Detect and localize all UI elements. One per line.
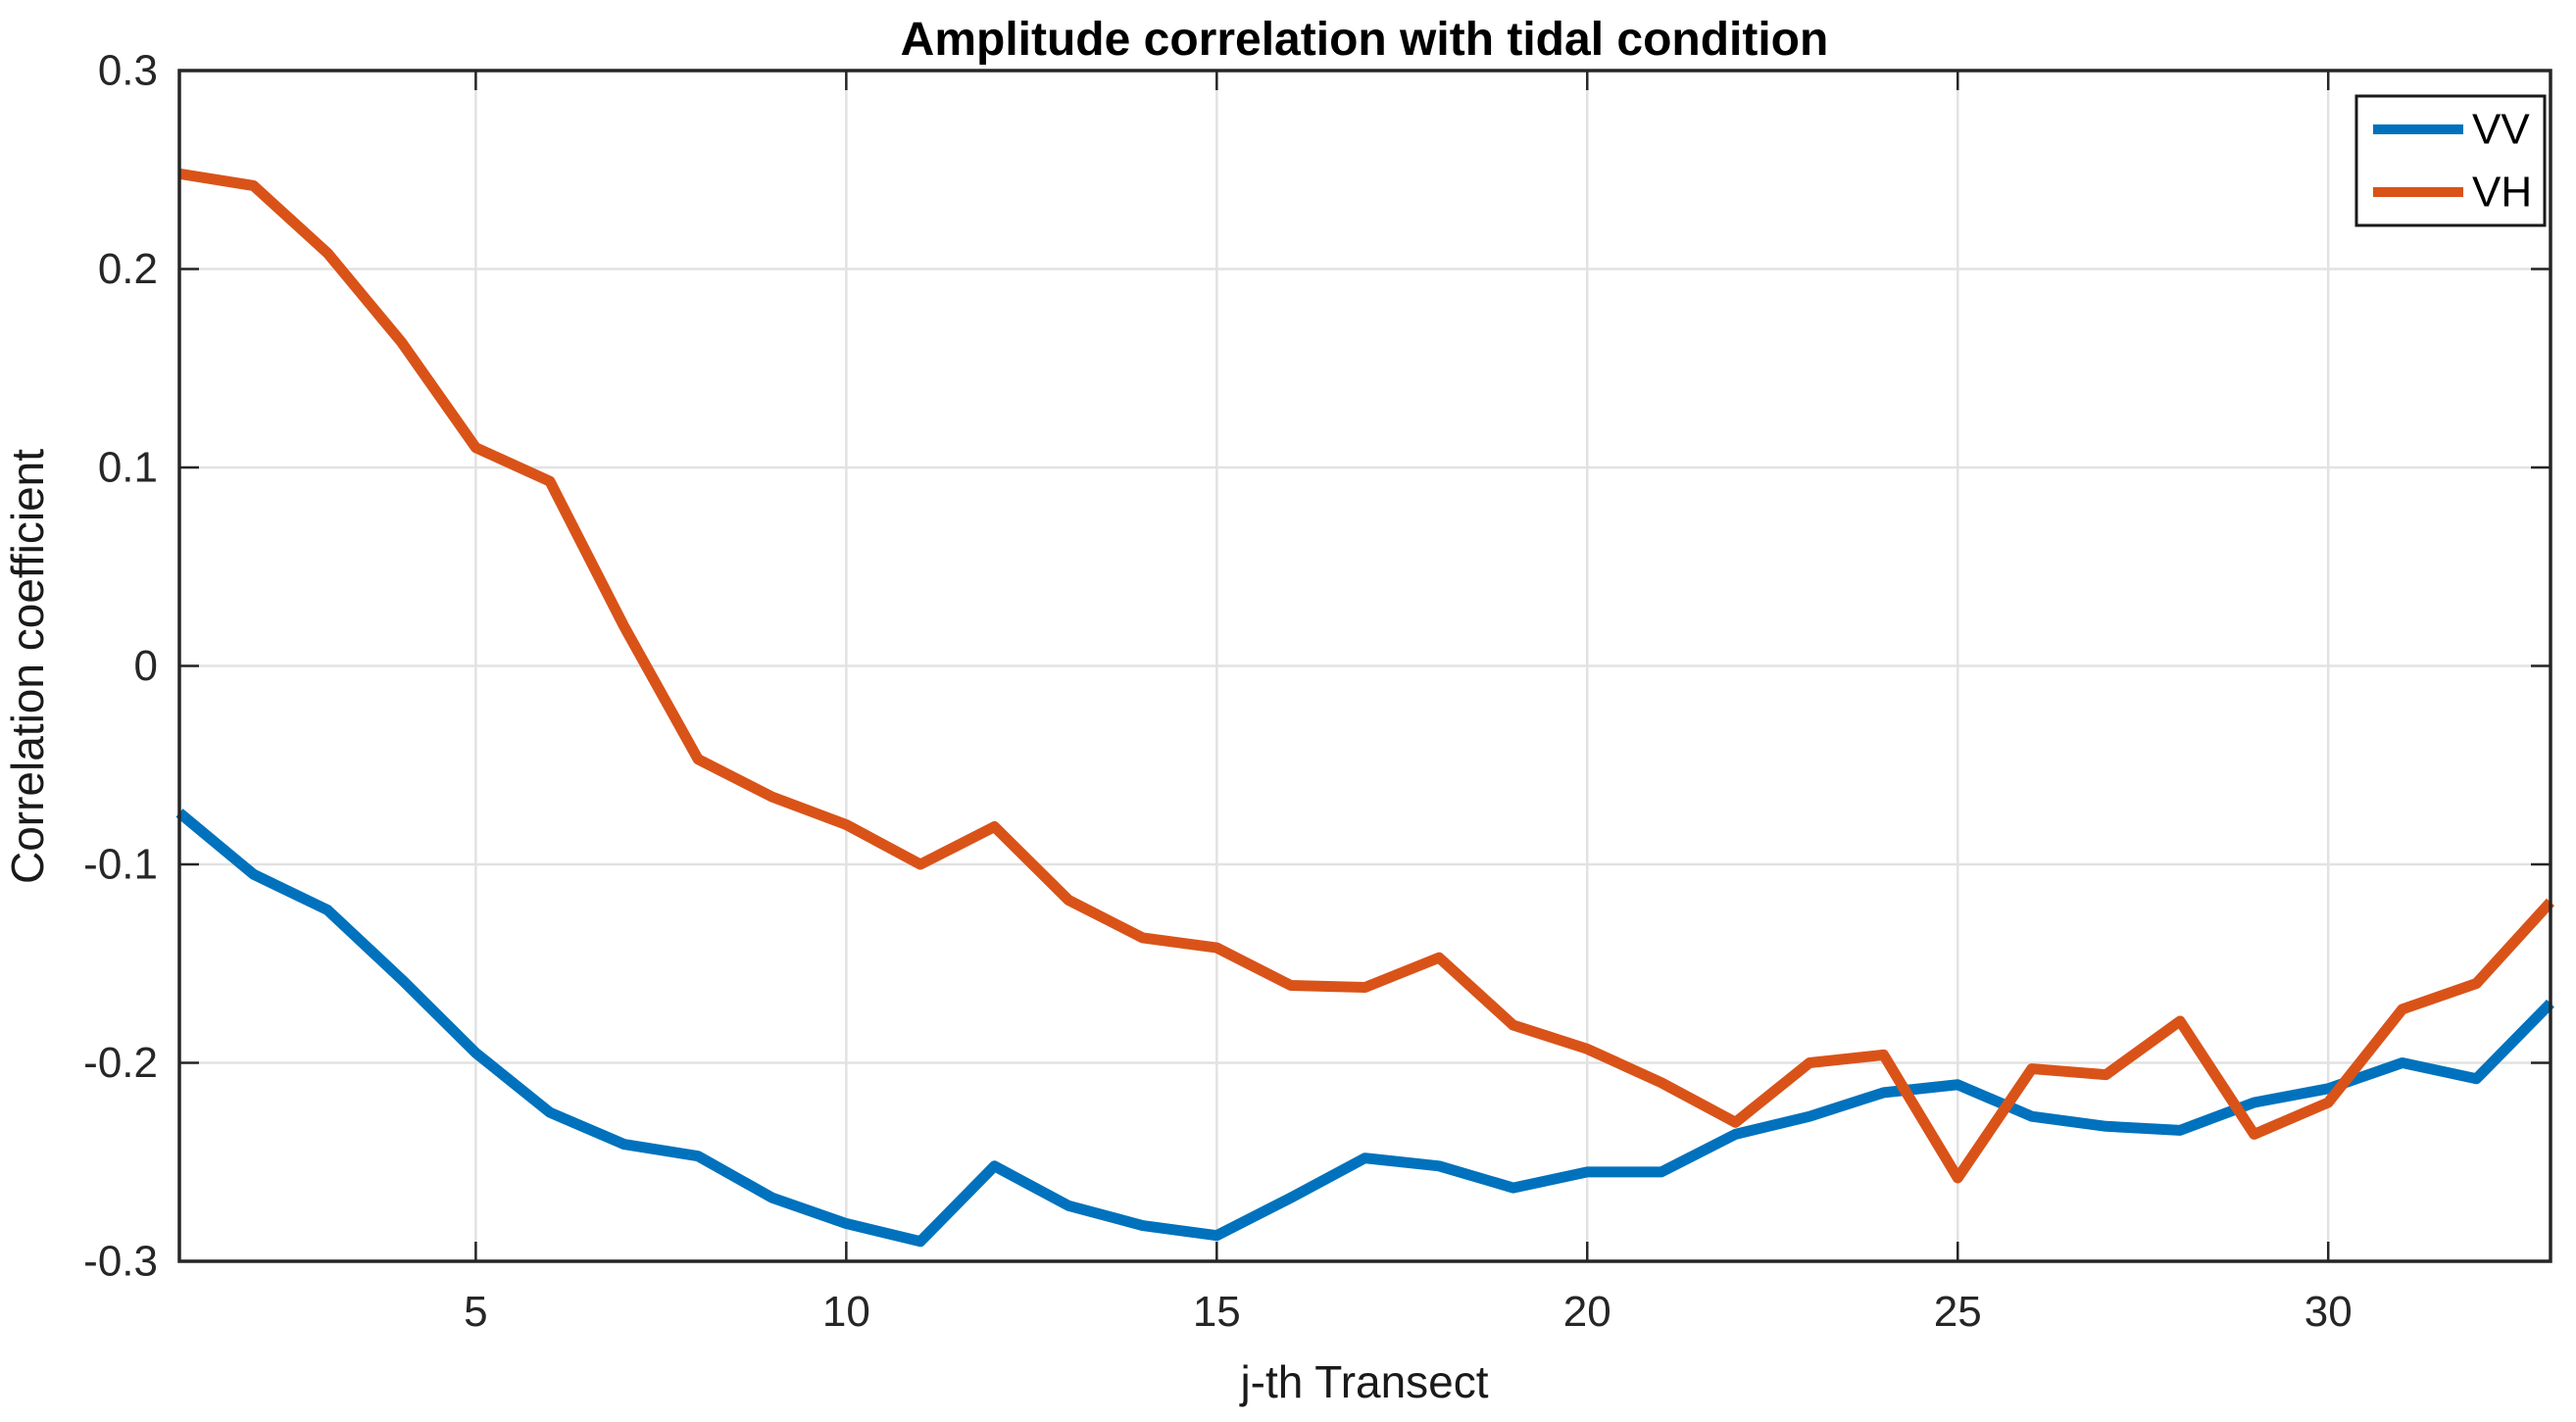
x-axis-label: j-th Transect xyxy=(1238,1356,1488,1407)
x-tick-label: 30 xyxy=(2304,1288,2353,1336)
y-tick-label: 0.1 xyxy=(98,444,158,492)
y-axis-label: Correlation coefficient xyxy=(2,449,53,884)
legend-label-vv: VV xyxy=(2472,106,2530,154)
x-tick-label: 15 xyxy=(1193,1288,1241,1336)
grid-layer xyxy=(179,71,2551,1261)
legend-box xyxy=(2354,94,2547,227)
legend-label-vh: VH xyxy=(2472,169,2532,217)
x-tick-label: 20 xyxy=(1563,1288,1611,1336)
y-tick-label: -0.2 xyxy=(83,1039,158,1087)
series-line-vv xyxy=(175,809,2554,1248)
x-tick-label: 5 xyxy=(464,1288,487,1336)
x-tick-label: 25 xyxy=(1934,1288,1982,1336)
y-tick-label: -0.1 xyxy=(83,841,158,889)
y-tick-label: 0.3 xyxy=(98,47,158,95)
legend: VV VH xyxy=(2354,94,2547,227)
y-tick-label: 0 xyxy=(134,642,158,690)
series-layer xyxy=(175,168,2555,1248)
tick-label-layer: 5 10 15 20 25 30 -0.3 -0.2 -0.1 0 0.1 0.2 0.3 xyxy=(83,47,2353,1337)
y-tick-label: -0.3 xyxy=(83,1238,158,1286)
series-line-vh xyxy=(178,168,2555,1184)
x-tick-label: 10 xyxy=(822,1288,870,1336)
y-tick-label: 0.2 xyxy=(98,245,158,293)
chart-title: Amplitude correlation with tidal conditi… xyxy=(901,14,1829,66)
axis-layer xyxy=(177,69,2552,1263)
